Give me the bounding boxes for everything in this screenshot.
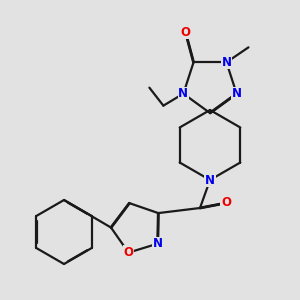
Text: N: N [178, 87, 188, 100]
Text: N: N [221, 56, 232, 69]
Text: N: N [153, 237, 163, 250]
Text: N: N [205, 173, 215, 187]
Text: O: O [124, 246, 134, 259]
Text: O: O [221, 196, 231, 209]
Text: N: N [232, 87, 242, 100]
Text: O: O [181, 26, 190, 39]
